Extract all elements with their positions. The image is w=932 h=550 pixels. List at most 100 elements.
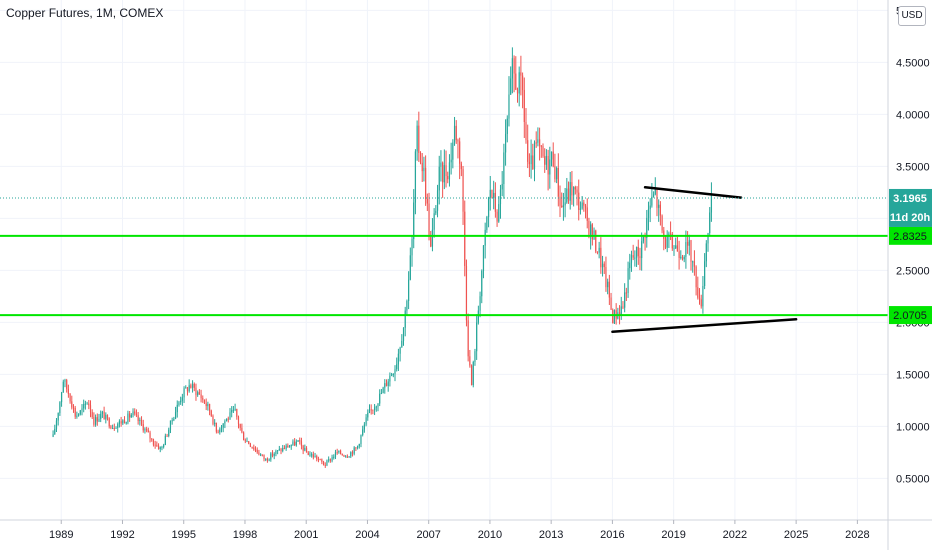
candle-body-down (527, 140, 529, 162)
candle-body-up (159, 447, 161, 449)
trend-line[interactable] (643, 185, 743, 199)
candle-body-down (287, 445, 289, 448)
candle-body-up (169, 420, 172, 430)
candle-body-up (191, 383, 194, 388)
candle-body-down (419, 152, 422, 163)
candle-body-up (486, 217, 488, 230)
candle-body-up (197, 392, 199, 396)
candle-body-up (180, 400, 182, 403)
candle-body-down (198, 392, 200, 395)
currency-button[interactable]: USD (898, 6, 926, 26)
candle-body-down (316, 456, 318, 460)
candle-body-down (271, 453, 274, 456)
candle-body-up (503, 152, 505, 184)
candle-body-down (690, 240, 692, 262)
candle-body-down (137, 415, 139, 421)
candle-body-down (253, 447, 255, 450)
candle-body-down (241, 427, 243, 433)
candle-body-down (251, 446, 253, 448)
candle-body-down (203, 399, 206, 404)
candle-body-up (222, 423, 224, 428)
candle-body-down (210, 410, 212, 416)
candle-body-down (248, 441, 250, 444)
candle-body-down (576, 189, 578, 193)
candle-body-down (544, 156, 546, 165)
candle-series (52, 47, 713, 468)
candle-body-down (319, 459, 321, 461)
candle-body-down (552, 151, 554, 167)
candle-body-down (346, 456, 348, 458)
candle-body-up (668, 233, 670, 236)
candle-body-down (520, 72, 522, 76)
candle-body-down (237, 416, 240, 425)
candle-body-down (542, 146, 544, 157)
candle-body-up (556, 168, 558, 180)
candle-body-up (311, 454, 313, 456)
candle-body-down (135, 413, 138, 416)
candle-body-down (532, 155, 534, 170)
candle-body-up (234, 408, 236, 410)
candle-body-up (231, 410, 233, 413)
candle-body-up (590, 224, 592, 237)
candle-body-up (392, 374, 394, 376)
candle-body-down (152, 439, 155, 445)
candle-body-down (618, 312, 621, 316)
candle-body-down (93, 416, 95, 425)
candle-body-up (350, 452, 352, 457)
candle-body-up (188, 385, 190, 392)
candle-body-up (225, 418, 228, 422)
candle-body-up (79, 410, 81, 415)
candle-body-down (142, 424, 144, 431)
candle-body-down (66, 380, 68, 390)
candle-body-down (88, 403, 90, 406)
y-tick-label: 1.5000 (896, 369, 930, 381)
candle-body-up (397, 353, 400, 365)
candle-body-up (273, 453, 275, 456)
candle-body-up (268, 459, 270, 461)
candle-body-down (166, 435, 168, 437)
trend-lines[interactable] (611, 185, 798, 334)
candle-body-down (605, 267, 607, 288)
trend-line[interactable] (611, 318, 798, 334)
candle-body-up (295, 441, 297, 446)
candle-body-down (693, 261, 696, 267)
candle-body-up (453, 125, 456, 143)
candle-body-up (171, 420, 173, 422)
x-tick-label: 2010 (478, 529, 502, 541)
candle-body-up (537, 139, 539, 143)
candle-body-up (348, 456, 350, 458)
candle-body-up (185, 387, 187, 389)
candle-body-down (656, 188, 658, 208)
candle-body-up (481, 270, 483, 297)
candle-body-up (630, 255, 633, 263)
candle-body-up (377, 403, 379, 407)
candle-body-up (399, 347, 401, 354)
candle-body-down (578, 192, 580, 210)
candle-body-up (95, 417, 97, 425)
candle-body-up (164, 435, 166, 446)
candle-body-down (317, 459, 320, 461)
candle-body-up (118, 421, 121, 425)
candle-body-up (685, 242, 687, 257)
candle-body-up (314, 456, 316, 458)
candle-body-down (123, 420, 126, 424)
candle-body-down (496, 211, 498, 222)
candle-body-up (367, 412, 369, 418)
candle-body-up (404, 310, 406, 328)
candle-body-down (469, 356, 471, 366)
candle-body-down (336, 452, 338, 454)
candle-body-down (442, 162, 444, 183)
candle-body-up (498, 204, 500, 222)
candle-body-down (212, 415, 214, 424)
candle-body-up (598, 247, 600, 253)
candle-body-down (134, 411, 136, 414)
candle-body-up (487, 197, 490, 218)
candle-body-up (57, 413, 59, 421)
candle-body-up (416, 125, 418, 152)
candle-body-up (117, 424, 119, 428)
x-tick-label: 2019 (661, 529, 685, 541)
horizontal-levels[interactable] (0, 234, 888, 317)
candle-body-down (89, 405, 92, 413)
